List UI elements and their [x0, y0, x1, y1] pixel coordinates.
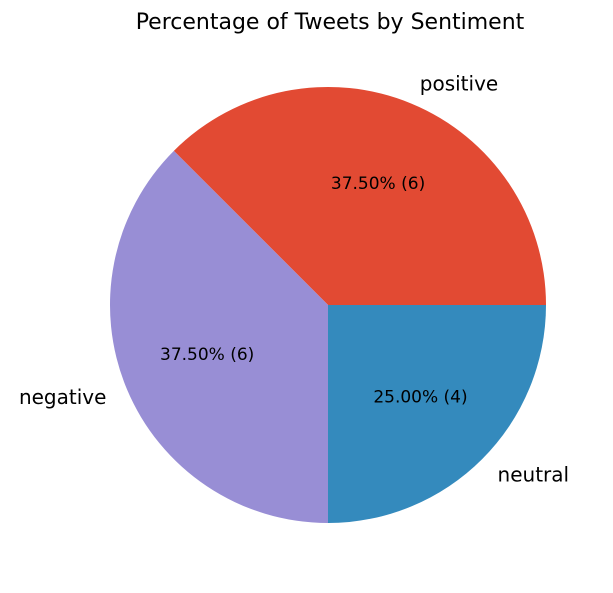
pie-category-label-negative: negative: [19, 385, 106, 409]
pie-category-label-neutral: neutral: [498, 463, 570, 487]
pie-slice-positive: [173, 86, 546, 305]
chart-title: Percentage of Tweets by Sentiment: [136, 10, 525, 35]
pie-slices: [109, 86, 546, 523]
pie-percent-label-positive: 37.50% (6): [331, 174, 425, 194]
pie-percent-label-negative: 37.50% (6): [160, 345, 254, 365]
pie-slice-neutral: [328, 305, 546, 523]
pie-category-label-positive: positive: [420, 71, 498, 95]
pie-slice-negative: [109, 150, 329, 523]
pie-percent-label-neutral: 25.00% (4): [373, 387, 467, 407]
pie-labels: 37.50% (6) positive 37.50% (6) negative 25.0…: [19, 71, 569, 486]
